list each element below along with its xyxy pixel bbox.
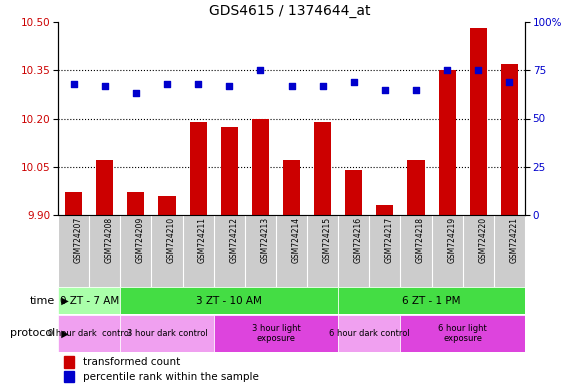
Bar — [120, 315, 213, 352]
Text: 0 hour dark  control: 0 hour dark control — [48, 329, 130, 338]
Text: GSM724215: GSM724215 — [322, 217, 332, 263]
Text: 6 hour dark control: 6 hour dark control — [329, 329, 409, 338]
Point — [256, 67, 265, 73]
Bar — [65, 192, 82, 215]
Bar — [64, 371, 74, 382]
Point — [131, 90, 140, 96]
Bar — [190, 122, 206, 215]
Point — [224, 83, 234, 89]
Text: GSM724213: GSM724213 — [260, 217, 269, 263]
Bar — [438, 70, 456, 215]
Text: GSM724211: GSM724211 — [198, 217, 207, 263]
Text: GSM724217: GSM724217 — [385, 217, 394, 263]
Bar — [120, 287, 338, 314]
Point — [380, 86, 390, 93]
Point — [474, 67, 483, 73]
Text: GSM724207: GSM724207 — [74, 217, 82, 263]
Text: GSM724212: GSM724212 — [229, 217, 238, 263]
Bar — [400, 315, 525, 352]
Text: GSM724219: GSM724219 — [447, 217, 456, 263]
Bar — [158, 196, 176, 215]
Point — [443, 67, 452, 73]
Bar — [283, 160, 300, 215]
Bar — [252, 119, 269, 215]
Point — [100, 83, 110, 89]
Text: 3 hour dark control: 3 hour dark control — [126, 329, 207, 338]
Text: 6 hour light
exposure: 6 hour light exposure — [438, 324, 487, 343]
Text: GSM724208: GSM724208 — [105, 217, 114, 263]
Point — [287, 83, 296, 89]
Bar — [64, 356, 74, 368]
Text: 0 ZT - 7 AM: 0 ZT - 7 AM — [60, 296, 119, 306]
Text: GSM724220: GSM724220 — [478, 217, 487, 263]
Point — [69, 81, 78, 87]
Bar — [314, 122, 331, 215]
Text: percentile rank within the sample: percentile rank within the sample — [83, 372, 259, 382]
Bar — [338, 287, 525, 314]
Text: GSM724216: GSM724216 — [354, 217, 362, 263]
Point — [411, 86, 420, 93]
Bar — [338, 315, 400, 352]
Text: GSM724209: GSM724209 — [136, 217, 145, 263]
Text: GDS4615 / 1374644_at: GDS4615 / 1374644_at — [209, 4, 371, 18]
Point — [505, 79, 514, 85]
Text: transformed count: transformed count — [83, 357, 180, 367]
Bar — [127, 192, 144, 215]
Point — [162, 81, 172, 87]
Bar — [58, 315, 120, 352]
Text: 3 hour light
exposure: 3 hour light exposure — [252, 324, 300, 343]
Text: ▶: ▶ — [55, 328, 69, 339]
Text: 6 ZT - 1 PM: 6 ZT - 1 PM — [403, 296, 461, 306]
Bar — [408, 160, 425, 215]
Bar — [58, 287, 120, 314]
Text: GSM724214: GSM724214 — [292, 217, 300, 263]
Text: GSM724221: GSM724221 — [509, 217, 519, 263]
Bar — [345, 170, 362, 215]
Text: GSM724218: GSM724218 — [416, 217, 425, 263]
Point — [318, 83, 327, 89]
Bar — [220, 127, 238, 215]
Bar — [470, 28, 487, 215]
Text: ▶: ▶ — [55, 296, 69, 306]
Text: GSM724210: GSM724210 — [167, 217, 176, 263]
Text: protocol: protocol — [10, 328, 55, 339]
Point — [194, 81, 203, 87]
Bar — [501, 64, 518, 215]
Bar — [376, 205, 393, 215]
Text: 3 ZT - 10 AM: 3 ZT - 10 AM — [196, 296, 262, 306]
Point — [349, 79, 358, 85]
Bar — [213, 315, 338, 352]
Bar — [96, 160, 113, 215]
Text: time: time — [30, 296, 55, 306]
